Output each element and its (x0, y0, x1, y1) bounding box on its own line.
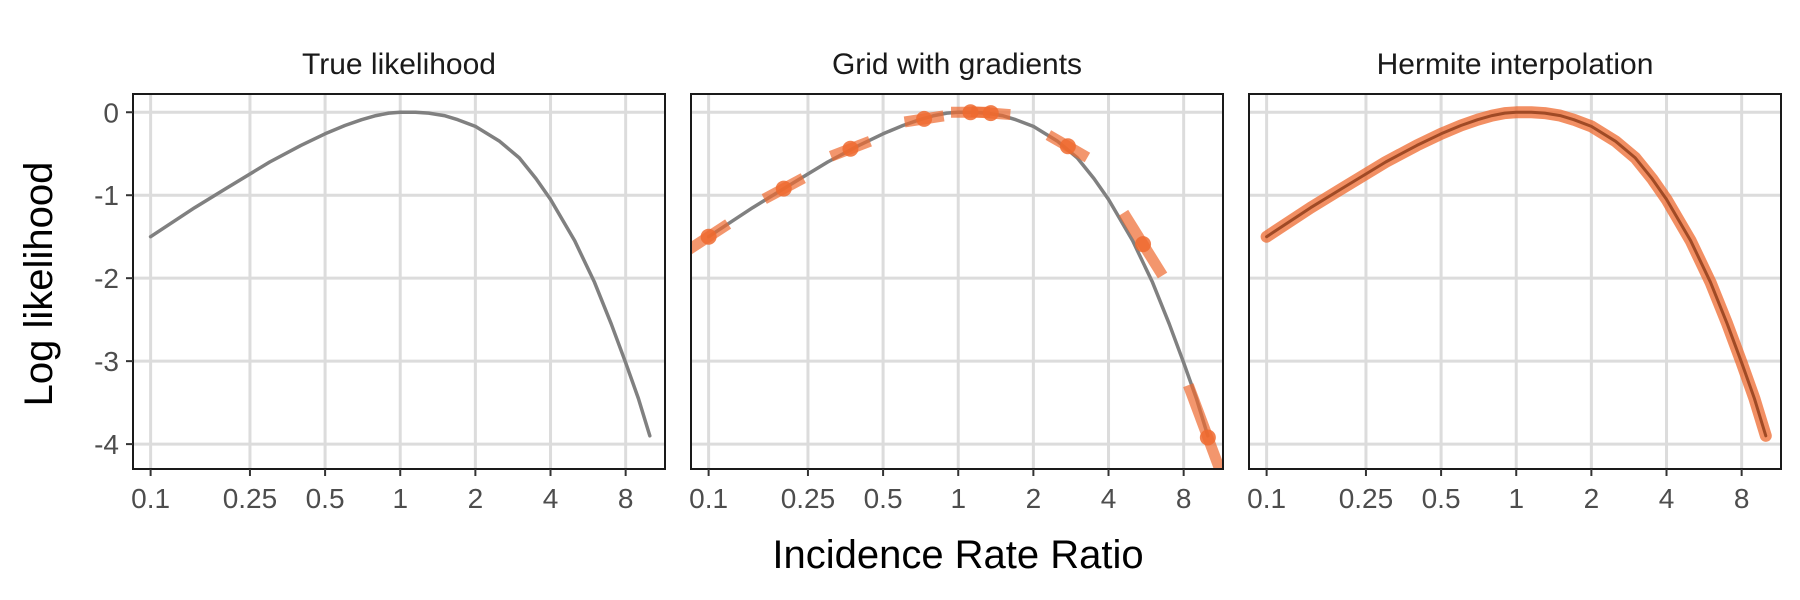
x-tick-label: 2 (1584, 483, 1600, 514)
panel-border (1248, 93, 1782, 470)
panels-layer: True likelihood 0.1 0.25 0.5 1 2 4 8 0 -1 -2 -3 -4 Gr… (94, 48, 1782, 514)
x-tick-label: 8 (1176, 483, 1192, 514)
x-tick-label: 0.5 (1422, 483, 1461, 514)
panel-border (690, 93, 1224, 470)
x-axis-title: Incidence Rate Ratio (772, 533, 1143, 577)
grid-point-1 (700, 228, 717, 245)
x-tick-label: 0.5 (306, 483, 345, 514)
y-tick-label: -1 (94, 180, 119, 211)
grid-point-4 (916, 110, 933, 127)
x-tick-label: 8 (1734, 483, 1750, 514)
x-tick-label: 8 (618, 483, 634, 514)
x-tick-label: 0.25 (781, 483, 836, 514)
y-axis-title: Log likelihood (17, 162, 61, 407)
x-tick-label: 4 (1101, 483, 1117, 514)
grid-point-9 (1199, 429, 1216, 446)
grid-point-3 (842, 140, 859, 157)
gridlines (691, 94, 1223, 469)
plot-area (148, 110, 652, 438)
x-tick-label: 1 (950, 483, 966, 514)
panel-1: True likelihood 0.1 0.25 0.5 1 2 4 8 0 -1 -2 -3 -4 (94, 48, 666, 514)
x-tick-label: 2 (1026, 483, 1042, 514)
x-tick-label: 1 (392, 483, 408, 514)
x-tick-label: 0.1 (1247, 483, 1286, 514)
panel-border (132, 93, 666, 470)
panel-title: True likelihood (302, 48, 496, 81)
y-tick-label: -2 (94, 263, 119, 294)
x-tick-label: 0.1 (689, 483, 728, 514)
y-tick-label: 0 (103, 97, 119, 128)
series-line-1 (148, 110, 652, 438)
grid-point-7 (1059, 138, 1076, 155)
gridlines (1249, 94, 1781, 469)
grid-point-6 (982, 105, 999, 122)
x-tick-label: 0.25 (223, 483, 278, 514)
y-tick-label: -3 (94, 346, 119, 377)
plot-area (1260, 106, 1772, 442)
panel-title: Grid with gradients (832, 48, 1082, 81)
series-line-2 (1265, 110, 1768, 438)
grid-point-8 (1135, 236, 1152, 253)
plot-area (691, 104, 1223, 469)
panel-3: Hermite interpolation 0.1 0.25 0.5 1 2 4 8 (1247, 48, 1782, 514)
grid-point-2 (775, 180, 792, 197)
x-tick-label: 0.25 (1339, 483, 1394, 514)
y-tick-label: -4 (94, 429, 119, 460)
x-tick-label: 4 (543, 483, 559, 514)
x-tick-label: 2 (468, 483, 484, 514)
panel-title: Hermite interpolation (1377, 48, 1654, 81)
x-tick-label: 1 (1508, 483, 1524, 514)
x-tick-label: 0.5 (864, 483, 903, 514)
gridlines (133, 94, 665, 469)
x-tick-label: 0.1 (131, 483, 170, 514)
panel-2: Grid with gradients 0.1 0.25 0.5 1 2 4 8 (689, 48, 1224, 514)
x-tick-label: 4 (1659, 483, 1675, 514)
